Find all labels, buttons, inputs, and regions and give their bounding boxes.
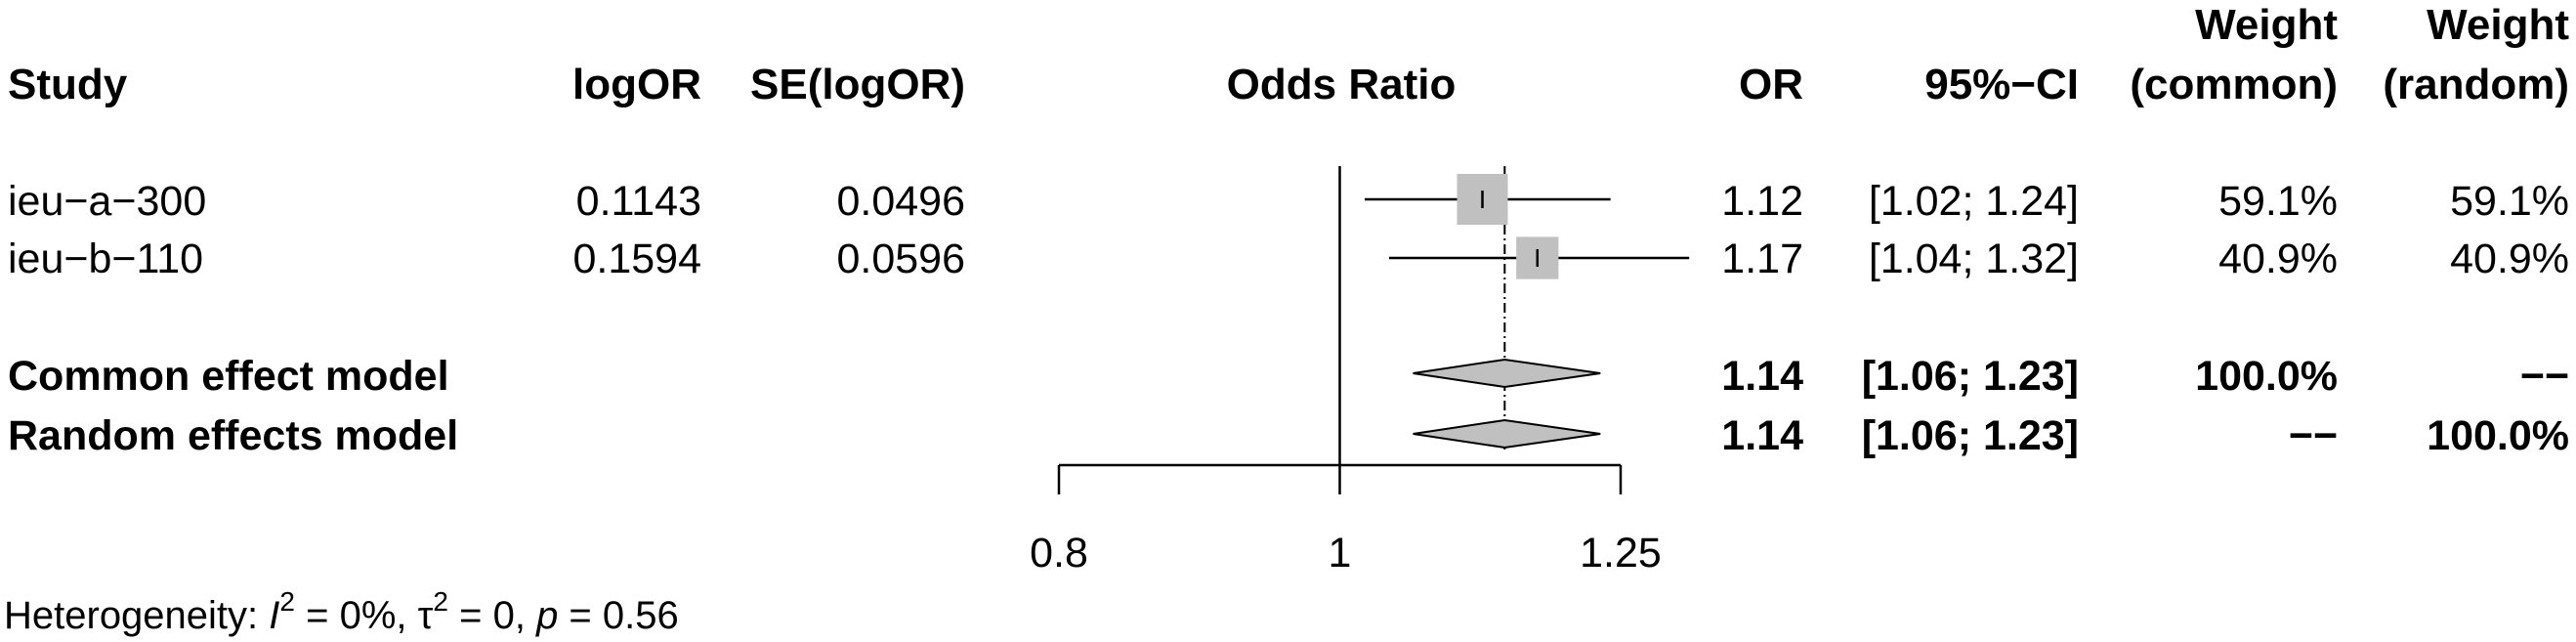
study-weight-random: 59.1% [2450, 178, 2569, 225]
header-logor: logOR [572, 61, 701, 108]
tick-label: 0.8 [1030, 530, 1088, 577]
het-tau-value: = 0, [448, 594, 536, 637]
model-or: 1.14 [1721, 412, 1803, 459]
study-se: 0.0496 [836, 178, 965, 225]
header-odds-ratio: Odds Ratio [1227, 61, 1457, 108]
study-logor: 0.1143 [576, 178, 701, 225]
model-or: 1.14 [1721, 353, 1803, 400]
tick-label: 1 [1329, 530, 1352, 577]
het-p-value: = 0.56 [558, 594, 678, 637]
header-weight-common-2: (common) [2130, 61, 2338, 108]
study-row-1: ieu−a−300 0.1143 0.0496 1.12 [1.02; 1.24… [8, 178, 2569, 225]
het-tau-sup: 2 [433, 586, 448, 617]
model-row-random: Random effects model 1.14 [1.06; 1.23] −… [8, 412, 2569, 459]
model-diamond [1413, 418, 1601, 449]
model-weight-random: 100.0% [2427, 412, 2569, 459]
study-name: ieu−a−300 [8, 178, 206, 225]
het-prefix: Heterogeneity: [4, 594, 269, 637]
heterogeneity-note: Heterogeneity: I2 = 0%, τ2 = 0, p = 0.56 [4, 586, 679, 637]
study-se: 0.0596 [836, 235, 965, 282]
het-p-symbol: p [535, 594, 558, 637]
plot-area [1057, 166, 1690, 494]
header-or: OR [1739, 61, 1803, 108]
model-diamond [1413, 358, 1601, 389]
study-weight-random: 40.9% [2450, 235, 2569, 282]
header-ci: 95%−CI [1924, 61, 2079, 108]
model-weight-common: −− [2289, 412, 2338, 459]
header-study: Study [8, 61, 128, 108]
het-i2-symbol: I [269, 594, 279, 637]
het-i2-value: = 0%, [295, 594, 418, 637]
study-name: ieu−b−110 [8, 235, 203, 282]
het-i2-sup: 2 [279, 586, 295, 617]
model-name: Common effect model [8, 353, 449, 400]
study-row-2: ieu−b−110 0.1594 0.0596 1.17 [1.04; 1.32… [8, 235, 2569, 282]
study-ci: [1.04; 1.32] [1869, 235, 2079, 282]
het-tau-symbol: τ [418, 594, 434, 637]
model-ci: [1.06; 1.23] [1862, 412, 2079, 459]
header-weight-random-1: Weight [2427, 1, 2569, 49]
study-or: 1.17 [1721, 235, 1803, 282]
model-weight-common: 100.0% [2195, 353, 2338, 400]
model-ci: [1.06; 1.23] [1862, 353, 2079, 400]
header-se: SE(logOR) [750, 61, 965, 108]
header-weight-random-2: (random) [2383, 61, 2569, 108]
study-ci: [1.02; 1.24] [1869, 178, 2079, 225]
study-logor: 0.1594 [572, 235, 701, 282]
study-or: 1.12 [1721, 178, 1803, 225]
header-weight-common-1: Weight [2195, 1, 2338, 49]
study-weight-common: 59.1% [2218, 178, 2338, 225]
study-weight-common: 40.9% [2218, 235, 2338, 282]
tick-label: 1.25 [1580, 530, 1662, 577]
model-name: Random effects model [8, 412, 458, 459]
model-row-common: Common effect model 1.14 [1.06; 1.23] 10… [8, 353, 2569, 400]
model-weight-random: −− [2520, 353, 2569, 400]
